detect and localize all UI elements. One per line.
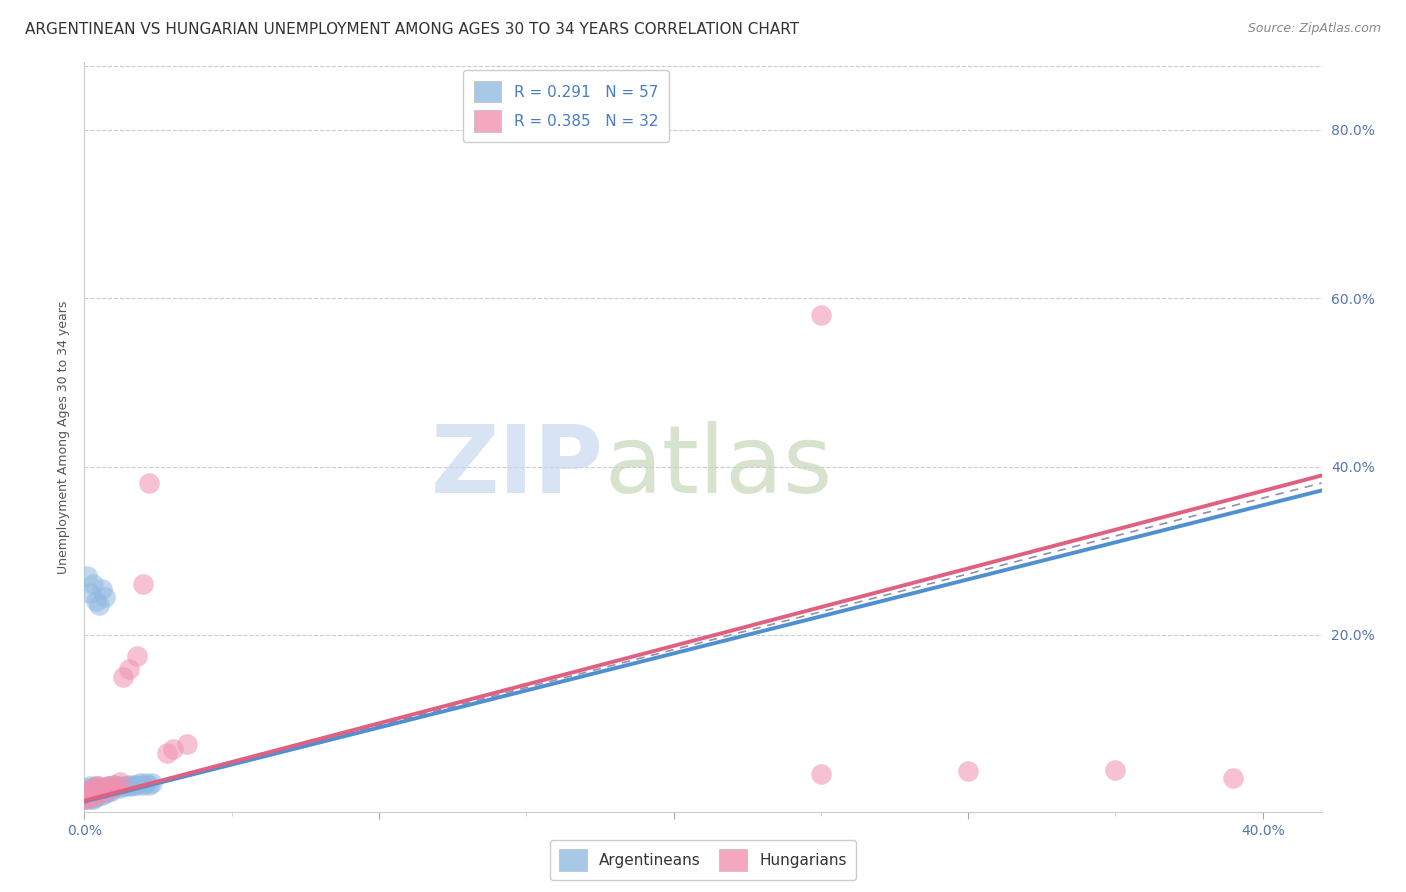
Point: [100, 780, 122, 794]
Point: [87, 599, 110, 613]
Point: [79, 586, 101, 600]
Point: [82, 788, 104, 802]
Point: [73, 789, 96, 804]
Point: [103, 781, 125, 796]
Point: [111, 780, 134, 794]
Point: [91, 783, 114, 797]
Point: [111, 670, 134, 684]
Point: [132, 577, 155, 591]
Point: [114, 780, 136, 794]
Point: [79, 780, 101, 794]
Point: [84, 788, 107, 802]
Point: [76, 790, 98, 805]
Point: [97, 780, 120, 794]
Point: [138, 778, 160, 792]
Point: [1222, 771, 1244, 785]
Point: [108, 781, 131, 796]
Point: [84, 780, 107, 794]
Point: [94, 786, 117, 800]
Text: atlas: atlas: [605, 421, 832, 513]
Point: [79, 792, 101, 806]
Point: [105, 780, 128, 794]
Point: [76, 788, 98, 802]
Point: [87, 786, 110, 800]
Point: [97, 780, 120, 794]
Point: [73, 788, 96, 802]
Point: [82, 792, 104, 806]
Point: [76, 781, 98, 796]
Point: [127, 778, 149, 792]
Point: [135, 776, 157, 790]
Point: [76, 783, 98, 797]
Point: [129, 776, 152, 790]
Point: [121, 780, 143, 794]
Point: [84, 788, 107, 802]
Point: [100, 781, 122, 796]
Point: [156, 746, 179, 760]
Point: [103, 778, 125, 792]
Point: [79, 783, 101, 797]
Point: [87, 788, 110, 802]
Point: [84, 594, 107, 608]
Point: [103, 778, 125, 792]
Legend: Argentineans, Hungarians: Argentineans, Hungarians: [550, 840, 856, 880]
Point: [105, 780, 128, 794]
Point: [162, 741, 184, 756]
Point: [82, 784, 104, 798]
Point: [124, 778, 146, 792]
Point: [79, 789, 101, 804]
Point: [76, 791, 98, 805]
Point: [76, 786, 98, 800]
Point: [176, 737, 198, 751]
Point: [73, 792, 96, 806]
Point: [82, 789, 104, 804]
Point: [79, 789, 101, 804]
Point: [76, 791, 98, 805]
Text: Source: ZipAtlas.com: Source: ZipAtlas.com: [1247, 22, 1381, 36]
Point: [91, 788, 114, 802]
Point: [100, 783, 122, 797]
Point: [76, 786, 98, 800]
Text: ZIP: ZIP: [432, 421, 605, 513]
Point: [82, 577, 104, 591]
Point: [82, 788, 104, 802]
Y-axis label: Unemployment Among Ages 30 to 34 years: Unemployment Among Ages 30 to 34 years: [58, 301, 70, 574]
Point: [138, 476, 160, 491]
Point: [127, 648, 149, 663]
Point: [117, 778, 139, 792]
Point: [94, 781, 117, 796]
Point: [94, 783, 117, 797]
Point: [1104, 763, 1126, 777]
Point: [108, 775, 131, 789]
Point: [76, 569, 98, 583]
Point: [87, 786, 110, 800]
Point: [132, 778, 155, 792]
Point: [97, 784, 120, 798]
Point: [79, 783, 101, 797]
Point: [76, 783, 98, 797]
Legend: R = 0.291   N = 57, R = 0.385   N = 32: R = 0.291 N = 57, R = 0.385 N = 32: [463, 70, 669, 143]
Point: [73, 792, 96, 806]
Point: [117, 662, 139, 676]
Point: [82, 781, 104, 796]
Point: [810, 308, 832, 322]
Point: [84, 783, 107, 797]
Text: ARGENTINEAN VS HUNGARIAN UNEMPLOYMENT AMONG AGES 30 TO 34 YEARS CORRELATION CHAR: ARGENTINEAN VS HUNGARIAN UNEMPLOYMENT AM…: [25, 22, 800, 37]
Point: [141, 776, 163, 790]
Point: [91, 582, 114, 596]
Point: [94, 590, 117, 604]
Point: [82, 781, 104, 796]
Point: [87, 781, 110, 796]
Point: [957, 764, 980, 779]
Point: [79, 786, 101, 800]
Point: [84, 789, 107, 804]
Point: [87, 780, 110, 794]
Point: [79, 790, 101, 805]
Point: [91, 783, 114, 797]
Point: [810, 767, 832, 781]
Point: [76, 792, 98, 806]
Point: [84, 780, 107, 794]
